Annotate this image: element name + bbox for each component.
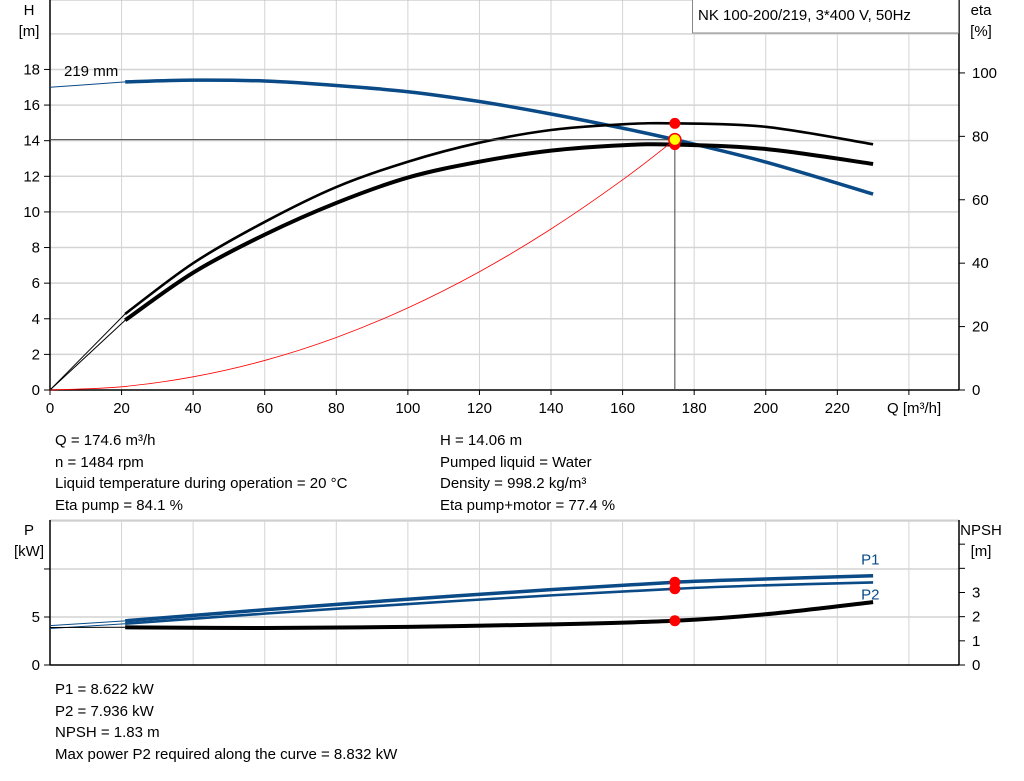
y2-tick-label: 0 [972,382,980,399]
series-npsh-line [125,600,874,631]
x-tick-label: 60 [256,400,273,417]
y2-tick-label: 1 [972,633,980,650]
series-eta-pump-motor-extrapolated-line [49,319,126,391]
y2-tick-label: 2 [972,609,980,626]
impeller-diameter-label: 219 mm [64,63,118,80]
y2-axis-label: NPSH [960,522,1002,539]
legend-label-p1: P1 [861,552,879,569]
y2-tick-label: 40 [972,255,989,272]
x-tick-label: 200 [753,400,778,417]
series-h-line [125,78,874,196]
info-p2: P2 = 7.936 kW [55,702,154,720]
y-tick-label: 6 [32,275,40,292]
x-tick-label: 180 [682,400,707,417]
x-tick-label: 220 [825,400,850,417]
plot-frame [49,0,960,391]
title-box [692,0,959,34]
series-p2-line [125,581,874,626]
x-tick-label: 100 [395,400,420,417]
y2-tick-label: 80 [972,128,989,145]
info-right: H = 14.06 m Pumped liquid = Water Densit… [440,430,615,516]
y-tick-label: 8 [32,240,40,257]
info-eta-pump: Eta pump = 84.1 % [55,496,183,514]
chart-title: NK 100-200/219, 3*400 V, 50Hz [698,7,911,24]
info-npsh: NPSH = 1.83 m [55,724,160,741]
series-eta-pump-motor-line [124,142,874,322]
x-tick-label: 140 [539,400,564,417]
duty-point-marker [668,132,682,147]
y-tick-label: 14 [23,133,40,150]
series-system-curve-line [49,139,676,391]
y-tick-label: 12 [23,168,40,185]
y2-axis-label: [%] [970,23,992,40]
series-h-extrapolated-line [49,81,126,88]
duty-point-npsh-marker [669,615,681,627]
x-tick-label: 40 [185,400,202,417]
y2-axis-label: eta [971,2,993,19]
info-p1: P1 = 8.622 kW [55,681,154,698]
duty-point-eta-pump-marker [669,117,681,129]
series-eta-pump-line [124,121,874,315]
y-tick-label: 10 [23,204,40,221]
y-axis-label: H [24,2,35,19]
x-tick-label: 160 [610,400,635,417]
y-tick-label: 0 [32,657,40,674]
y2-tick-label: 0 [972,657,980,674]
info-pumped-liquid: Pumped liquid = Water [440,453,592,471]
y-tick-label: 0 [32,382,40,399]
y-tick-label: 2 [32,346,40,363]
info-eta-pump-motor: Eta pump+motor = 77.4 % [440,496,616,514]
y-tick-label: 18 [23,61,40,78]
info-head: H = 14.06 m [440,432,523,449]
y2-tick-label: 3 [972,585,980,602]
series-p2-extrapolated-line [49,623,126,630]
duty-point-p2-marker [669,583,681,595]
series-eta-pump-extrapolated-line [49,313,126,391]
info-flow: Q = 174.6 m³/h [55,432,156,449]
y-axis-label: [kW] [14,543,44,560]
y2-tick-label: 60 [972,192,989,209]
x-tick-label: 120 [467,400,492,417]
info-liquid-temperature: Liquid temperature during operation = 20… [55,475,348,492]
y-axis-label: [m] [19,23,40,40]
info-left: Q = 174.6 m³/h n = 1484 rpm Liquid tempe… [55,430,347,516]
x-tick-label: 0 [46,400,54,417]
y2-tick-label: 100 [972,65,997,82]
series-p1-extrapolated-line [49,620,126,627]
legend-label-p2: P2 [861,586,879,603]
info-density: Density = 998.2 kg/m³ [440,475,587,492]
x-axis-label: Q [m³/h] [887,400,941,417]
y2-axis-label: [m] [971,543,992,560]
series-p1-line [125,573,874,623]
y-axis-label: P [24,522,34,539]
y2-tick-label: 20 [972,319,989,336]
x-tick-label: 80 [328,400,345,417]
info-max-power: Max power P2 required along the curve = … [55,745,398,763]
info-speed: n = 1484 rpm [55,453,144,471]
y-tick-label: 5 [32,609,40,626]
y-tick-label: 16 [23,97,40,114]
x-tick-label: 20 [113,400,130,417]
y-tick-label: 4 [32,311,40,328]
info-power: P1 = 8.622 kW P2 = 7.936 kW NPSH = 1.83 … [55,679,397,765]
